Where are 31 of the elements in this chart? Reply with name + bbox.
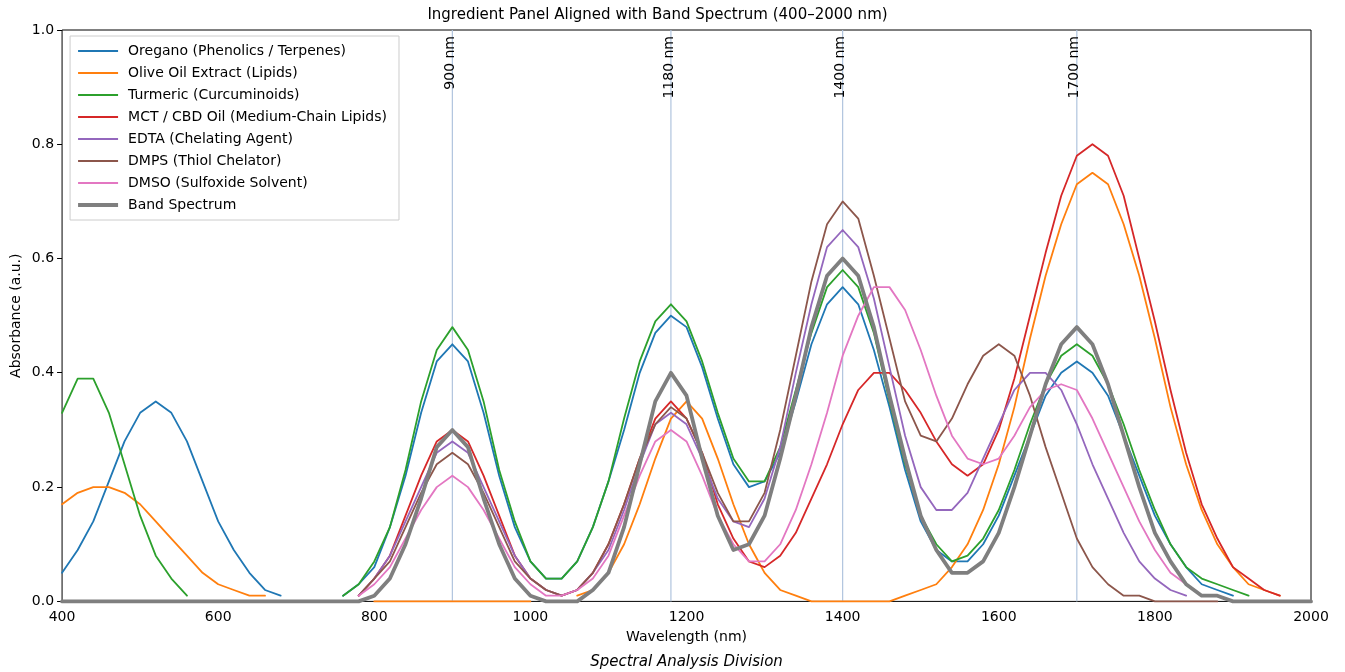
y-tick-label: 0.0: [31, 592, 55, 609]
legend-label: DMSO (Sulfoxide Solvent): [128, 173, 308, 190]
x-tick-label: 1400: [824, 608, 861, 625]
x-tick-label: 1200: [668, 608, 705, 625]
x-tick-label: 2000: [1293, 608, 1329, 625]
legend-label: Turmeric (Curcuminoids): [127, 85, 300, 102]
legend-label: EDTA (Chelating Agent): [128, 129, 293, 146]
y-tick-label: 1.0: [31, 20, 55, 37]
x-tick-label: 1600: [980, 608, 1017, 625]
y-tick-label: 0.2: [31, 477, 55, 494]
legend-label: Band Spectrum: [128, 195, 237, 212]
ref-line-label: 1700 nm: [1065, 36, 1082, 99]
x-tick-label: 800: [360, 608, 388, 625]
ref-line-label: 900 nm: [441, 36, 457, 90]
y-tick-label: 0.6: [31, 249, 55, 266]
legend-label: MCT / CBD Oil (Medium-Chain Lipids): [128, 107, 387, 124]
legend-label: Oregano (Phenolics / Terpenes): [128, 41, 346, 58]
x-axis-title: Wavelength (nm): [626, 628, 747, 645]
x-tick-label: 400: [48, 608, 76, 625]
legend-label: DMPS (Thiol Chelator): [128, 151, 282, 168]
x-tick-label: 600: [204, 608, 232, 625]
ref-line-label: 1400 nm: [831, 36, 848, 99]
chart-title: Ingredient Panel Aligned with Band Spectrum (400–2000 nm): [427, 4, 888, 23]
ref-line-label: 1180 nm: [659, 36, 676, 99]
x-tick-label: 1800: [1137, 608, 1173, 625]
y-axis-title: Absorbance (a.u.): [7, 253, 24, 378]
legend-label: Olive Oil Extract (Lipids): [128, 63, 298, 80]
y-tick-label: 0.8: [31, 134, 55, 151]
text: Spectral Analysis Division: [590, 652, 783, 671]
y-tick-label: 0.4: [31, 363, 55, 380]
x-tick-label: 1000: [512, 608, 549, 625]
